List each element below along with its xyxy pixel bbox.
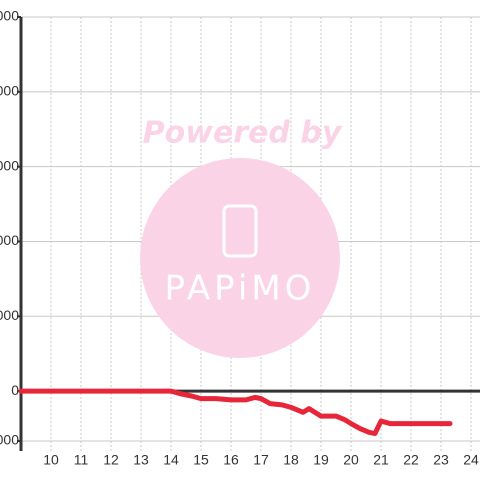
x-tick-label: 13 bbox=[133, 452, 149, 468]
x-tick-label: 16 bbox=[223, 452, 239, 468]
x-tick-label: 10 bbox=[43, 452, 59, 468]
watermark-text: Powered by bbox=[143, 116, 343, 151]
data-line bbox=[18, 388, 453, 437]
y-tick-label: 0 bbox=[11, 382, 19, 398]
x-tick-label: 18 bbox=[283, 452, 299, 468]
x-tick-label: 23 bbox=[433, 452, 449, 468]
y-tick-label: -20,000 bbox=[0, 432, 19, 448]
watermark-circle bbox=[140, 158, 340, 358]
x-tick-label: 17 bbox=[253, 452, 269, 468]
x-tick-label: 15 bbox=[193, 452, 209, 468]
x-tick-label: 14 bbox=[163, 452, 179, 468]
watermark-text: PAPiMO bbox=[165, 269, 316, 309]
x-tick-label: 20 bbox=[343, 452, 359, 468]
watermark-icon bbox=[222, 204, 258, 258]
x-tick-label: 21 bbox=[373, 452, 389, 468]
y-tick-label: 60,000 bbox=[0, 232, 19, 248]
y-tick-label: 120,000 bbox=[0, 83, 19, 99]
y-tick-label: 150,000 bbox=[0, 8, 19, 24]
x-tick-label: 24 bbox=[463, 452, 479, 468]
y-tick-label: 90,000 bbox=[0, 157, 19, 173]
y-tick-label: 30,000 bbox=[0, 307, 19, 323]
x-tick-label: 19 bbox=[313, 452, 329, 468]
x-tick-label: 12 bbox=[103, 452, 119, 468]
x-tick-label: 22 bbox=[403, 452, 419, 468]
x-tick-label: 11 bbox=[74, 452, 89, 468]
